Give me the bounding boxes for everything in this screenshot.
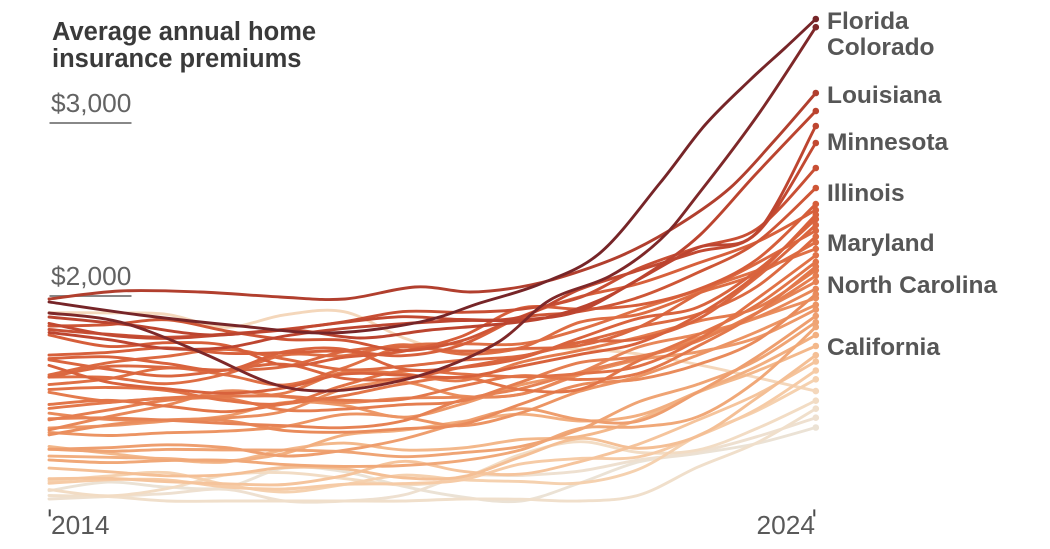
svg-text:Louisiana: Louisiana <box>827 82 942 109</box>
svg-text:Florida: Florida <box>827 8 909 35</box>
svg-text:insurance premiums: insurance premiums <box>52 45 301 73</box>
svg-text:Minnesota: Minnesota <box>827 129 949 156</box>
svg-text:California: California <box>827 334 940 361</box>
svg-text:2014: 2014 <box>51 510 110 540</box>
svg-text:2024: 2024 <box>756 510 815 540</box>
svg-text:$3,000: $3,000 <box>51 88 131 118</box>
svg-text:Illinois: Illinois <box>827 180 905 207</box>
svg-text:Maryland: Maryland <box>827 230 935 257</box>
svg-text:North Carolina: North Carolina <box>827 272 998 299</box>
svg-text:$2,000: $2,000 <box>51 261 131 291</box>
svg-text:Average annual home: Average annual home <box>52 18 316 46</box>
svg-text:Colorado: Colorado <box>827 34 935 61</box>
